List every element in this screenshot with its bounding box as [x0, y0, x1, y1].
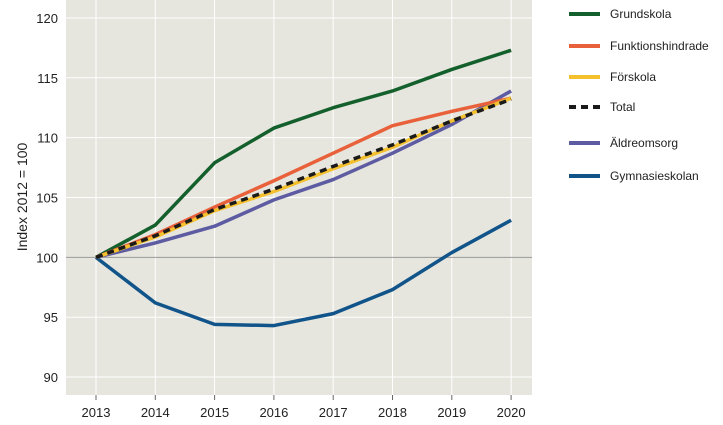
y-tick-label: 105 — [36, 191, 58, 206]
x-tick-label: 2017 — [319, 405, 348, 420]
legend-label: Förskola — [610, 70, 656, 84]
x-tick-label: 2014 — [141, 405, 170, 420]
x-tick-label: 2015 — [200, 405, 229, 420]
y-tick-label: 115 — [37, 71, 58, 86]
series-line-äldreomsorg — [95, 89, 512, 260]
legend-label: Grundskola — [610, 7, 672, 21]
grid-lines — [66, 0, 532, 395]
y-tick-label: 100 — [36, 250, 58, 265]
legend: Grundskola Funktionshindrade Förskola Total… — [569, 7, 709, 183]
legend-label: Äldreomsorg — [610, 136, 678, 150]
x-tick-label: 2018 — [378, 405, 407, 420]
y-tick-label: 120 — [36, 11, 58, 26]
y-tick-label: 90 — [44, 370, 58, 385]
y-tick-label: 95 — [44, 310, 58, 325]
x-tick-label: 2019 — [437, 405, 466, 420]
series-line-total — [95, 97, 512, 259]
series-line-gymnasieskolan — [94, 218, 512, 328]
x-tick-label: 2016 — [259, 405, 288, 420]
x-tick-label: 2013 — [82, 405, 111, 420]
legend-label: Total — [610, 100, 635, 114]
y-axis: 90 95 100 105 110 115 120 — [36, 11, 58, 385]
legend-label: Gymnasieskolan — [610, 169, 699, 183]
y-axis-label: Index 2012 = 100 — [14, 142, 30, 251]
series-line-grundskola — [95, 48, 512, 259]
x-tick-label: 2020 — [497, 405, 526, 420]
series-lines — [94, 48, 512, 328]
x-axis: 2013 2014 2015 2016 2017 2018 2019 2020 — [82, 395, 526, 420]
y-tick-label: 110 — [37, 131, 58, 146]
legend-label: Funktionshindrade — [610, 39, 709, 53]
